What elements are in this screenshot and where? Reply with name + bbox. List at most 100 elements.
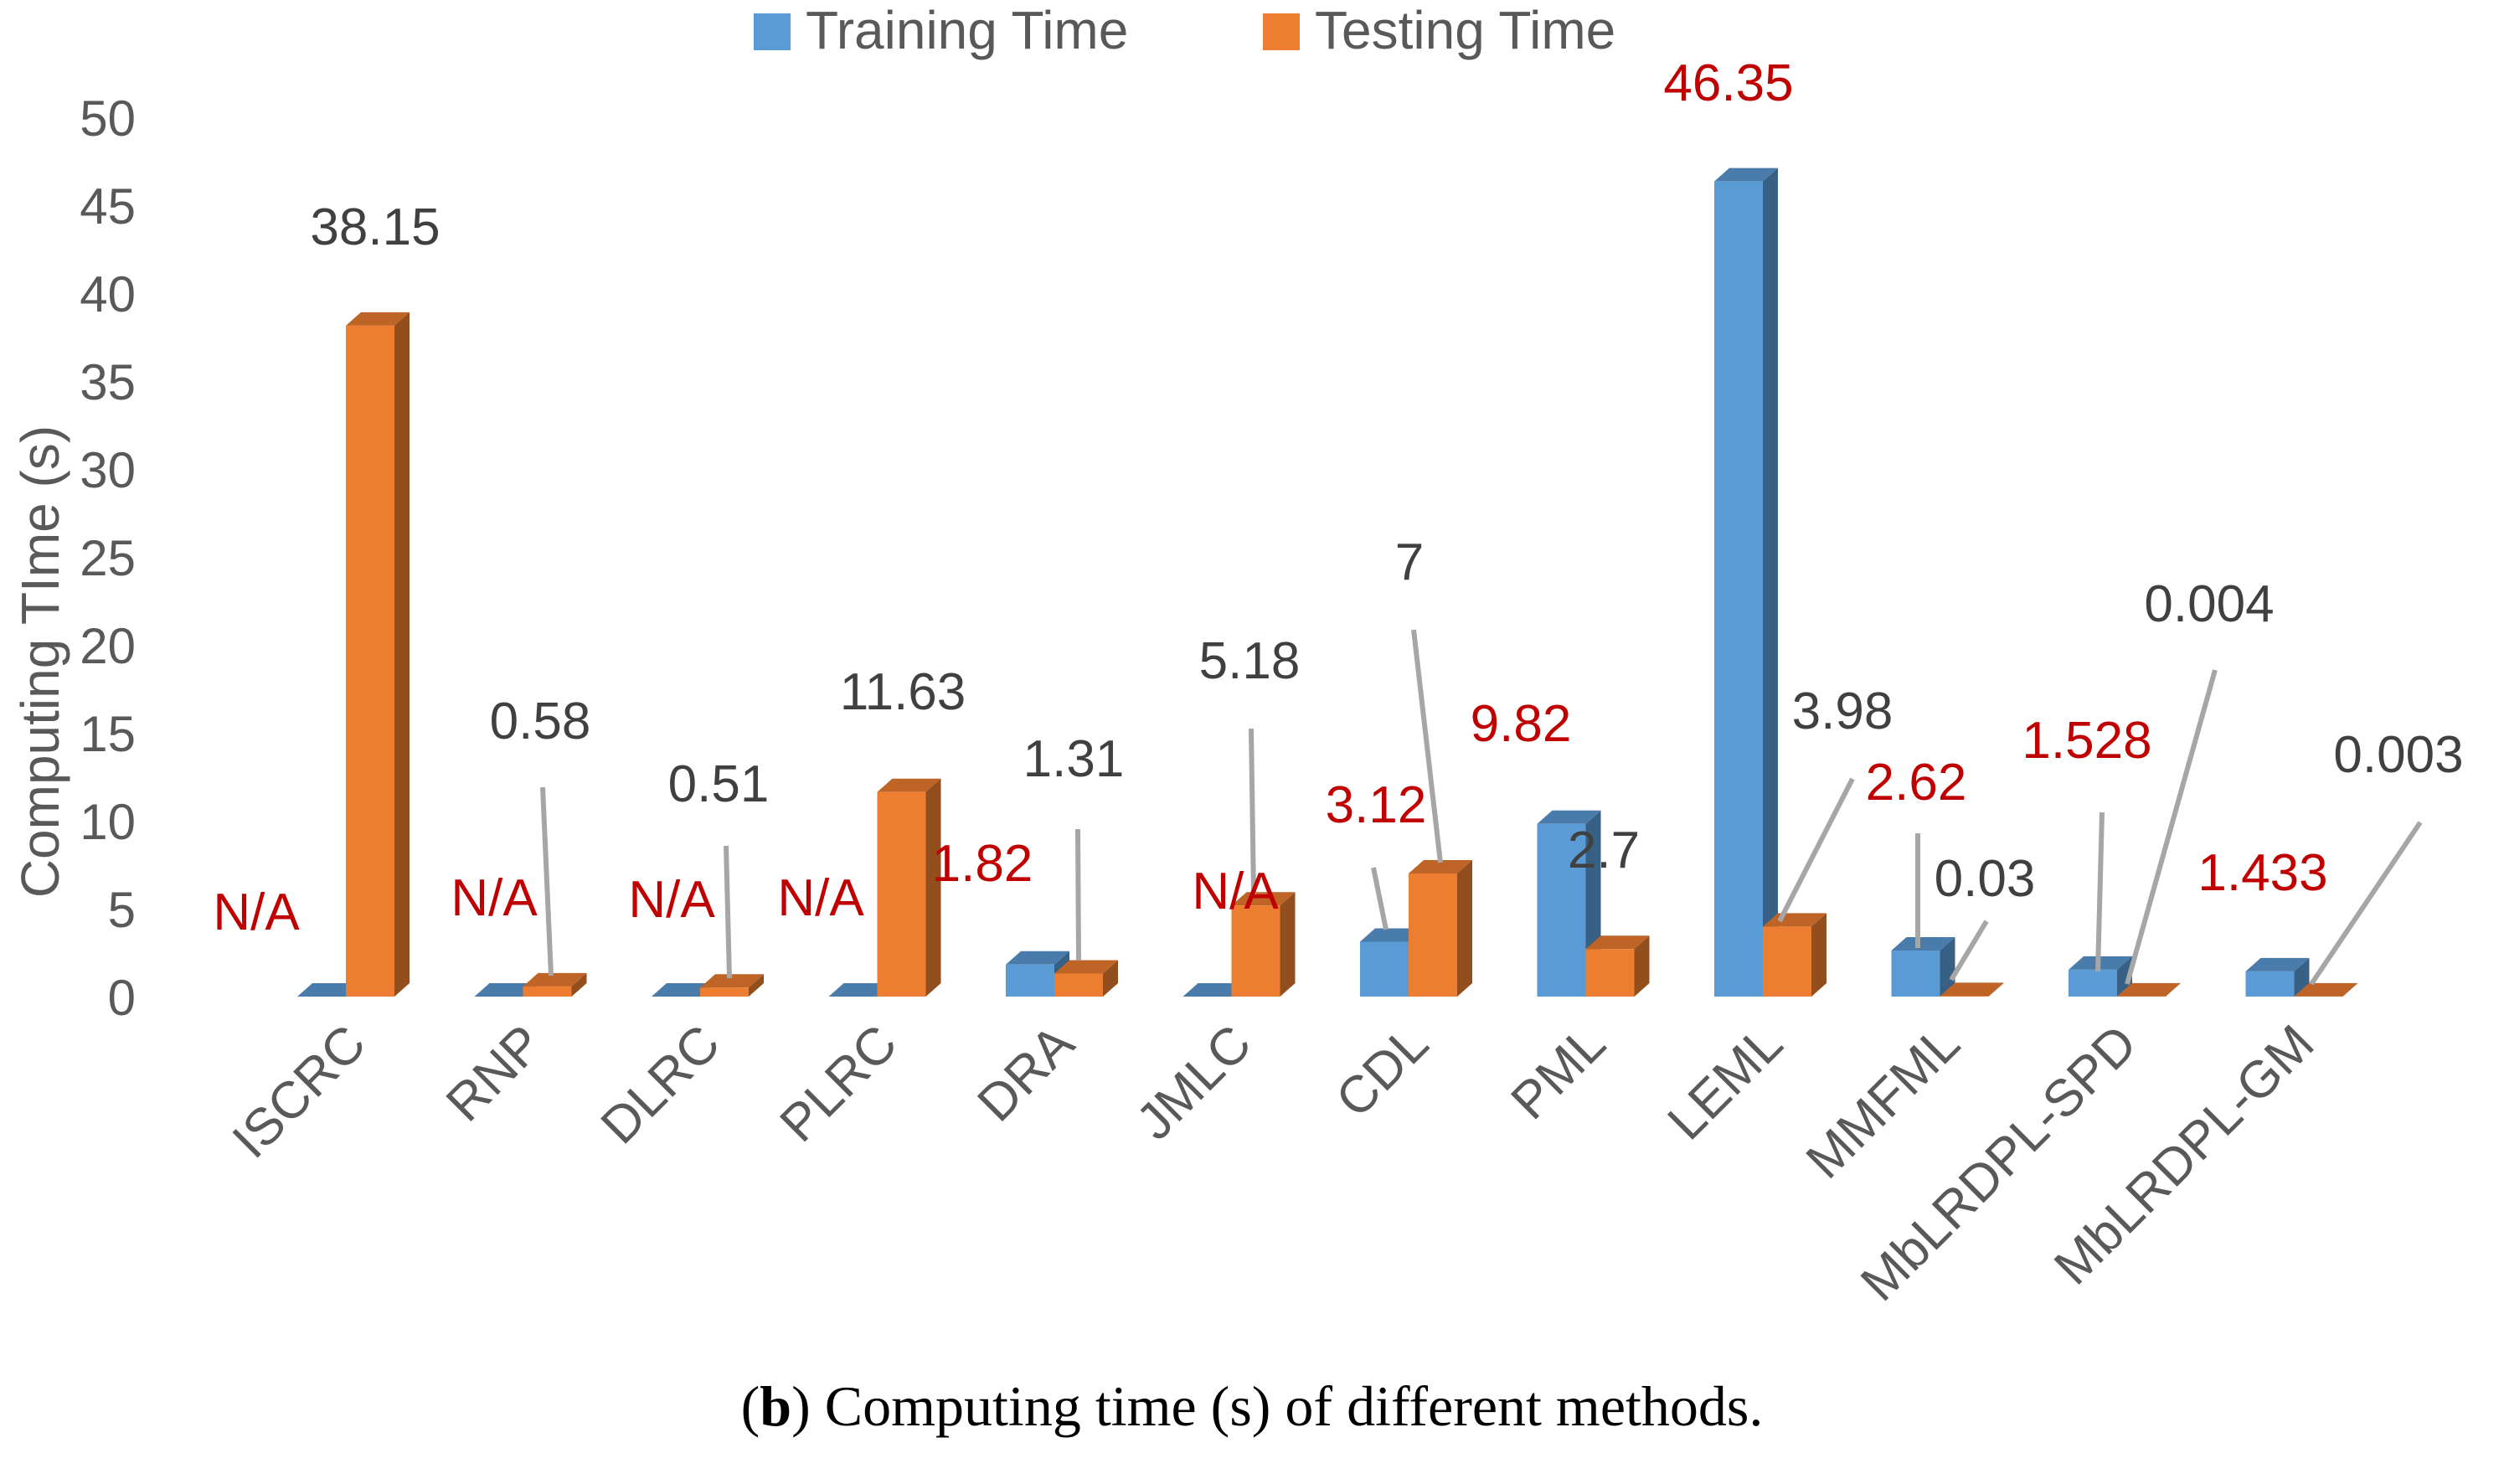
x-tick-label: DRA (967, 1014, 1086, 1133)
bar (1054, 973, 1103, 997)
y-tick-label: 0 (108, 970, 136, 1026)
legend-swatch (754, 13, 791, 50)
x-tick-label: MMFML (1796, 1014, 1971, 1190)
data-label-training: 46.35 (1663, 54, 1793, 112)
x-tick-label: PML (1500, 1014, 1616, 1131)
data-label-training: 3.12 (1326, 776, 1427, 834)
y-tick-label: 15 (80, 706, 136, 762)
legend-swatch (1263, 13, 1300, 50)
x-axis-ticks: ISCRC RNP DLRC PLRC DRA JMLC CDL PML LEML MMFMLMb… (222, 1014, 2326, 1312)
leader-line (1949, 920, 1989, 982)
data-label-testing: 0.03 (1935, 850, 2036, 908)
x-tick-label: JMLC (1126, 1014, 1262, 1151)
bars (297, 167, 2358, 997)
legend: Training Time Testing Time (754, 0, 1615, 60)
bar-side (1457, 860, 1472, 997)
bar (1360, 941, 1409, 997)
y-tick-label: 5 (108, 882, 136, 938)
data-label-testing: 0.58 (490, 693, 591, 750)
data-label-testing: 5.18 (1199, 632, 1301, 690)
bar (2245, 971, 2295, 997)
bar-side (1811, 913, 1826, 997)
leader-lines (540, 629, 2423, 986)
bar-side (1988, 982, 2004, 997)
bar-side (2294, 957, 2310, 997)
data-label-testing: 38.15 (310, 198, 440, 256)
data-label-training: N/A (777, 869, 864, 927)
data-label-testing: 7 (1395, 533, 1424, 591)
bar (1585, 949, 1635, 997)
bar-top (1360, 928, 1424, 942)
bar (877, 791, 926, 997)
data-labels: N/A N/A N/A N/A 1.82 N/A 3.12 9.82 46.35 2.62 1.52… (213, 54, 2463, 941)
bar-side (2342, 982, 2358, 997)
data-label-testing: 0.51 (668, 755, 770, 813)
leader-line (2095, 812, 2105, 972)
bar-top (2245, 957, 2310, 971)
bar (346, 325, 394, 997)
bar-top (877, 778, 941, 792)
data-label-training: 1.82 (932, 835, 1033, 893)
data-label-training: N/A (451, 869, 538, 927)
x-tick-label: ISCRC (222, 1014, 377, 1169)
bar-top (2294, 982, 2358, 997)
data-label-training: N/A (213, 884, 300, 941)
bar (2069, 969, 2117, 997)
data-label-training: 1.433 (2197, 844, 2327, 902)
bar (523, 986, 572, 997)
legend-label: Testing Time (1315, 0, 1615, 60)
bar-side (394, 312, 410, 997)
bar-top (828, 983, 893, 997)
bar-top (523, 972, 587, 987)
bar-side (925, 778, 941, 997)
bar-side (1940, 936, 1955, 997)
y-tick-label: 45 (80, 178, 136, 234)
data-label-training: 9.82 (1471, 695, 1572, 753)
leader-line (1249, 728, 1256, 895)
bar-top (1231, 892, 1296, 906)
bar-side (1103, 960, 1118, 997)
data-label-training: 1.528 (2022, 712, 2151, 770)
bar-top (1006, 951, 1069, 965)
bar-top (1054, 960, 1118, 974)
bar-top (700, 974, 764, 988)
bar-top (2117, 982, 2181, 997)
x-tick-label: DLRC (590, 1014, 731, 1155)
bar-top (1940, 982, 2004, 997)
y-tick-label: 35 (80, 354, 136, 410)
leader-line (1411, 629, 1443, 863)
y-tick-label: 50 (80, 90, 136, 147)
figure-caption: (b) Computing time (s) of different meth… (740, 1374, 1764, 1438)
data-label-testing: 3.98 (1792, 683, 1893, 740)
bar-side (1634, 935, 1650, 997)
leader-line (540, 786, 554, 976)
y-tick-label: 40 (80, 266, 136, 322)
bar (1537, 823, 1586, 997)
bar-top (474, 983, 538, 997)
caption-panel-letter: b (760, 1374, 792, 1438)
bar-side (571, 972, 587, 997)
y-tick-label: 25 (80, 530, 136, 586)
bar-top (1409, 860, 1472, 873)
leader-line (1371, 867, 1389, 930)
data-label-training: N/A (1192, 863, 1279, 920)
bar (1231, 905, 1280, 997)
leader-line (2125, 669, 2218, 985)
bar-top (346, 312, 410, 326)
leader-line (1777, 777, 1855, 923)
data-label-training: 2.62 (1866, 754, 1967, 812)
bar (1763, 926, 1811, 997)
leader-line (724, 845, 732, 979)
y-tick-label: 20 (80, 618, 136, 674)
bar-top (1891, 936, 1955, 951)
x-tick-label: RNP (435, 1014, 554, 1132)
legend-label: Training Time (806, 0, 1128, 60)
bar-top (1585, 935, 1650, 950)
bar (1409, 873, 1457, 997)
x-tick-label: LEML (1657, 1014, 1794, 1151)
bar-side (1280, 892, 1296, 997)
bar-side (1763, 167, 1778, 997)
y-axis-label: Computing TIme (s) (10, 425, 70, 898)
bar-top (1763, 913, 1826, 927)
